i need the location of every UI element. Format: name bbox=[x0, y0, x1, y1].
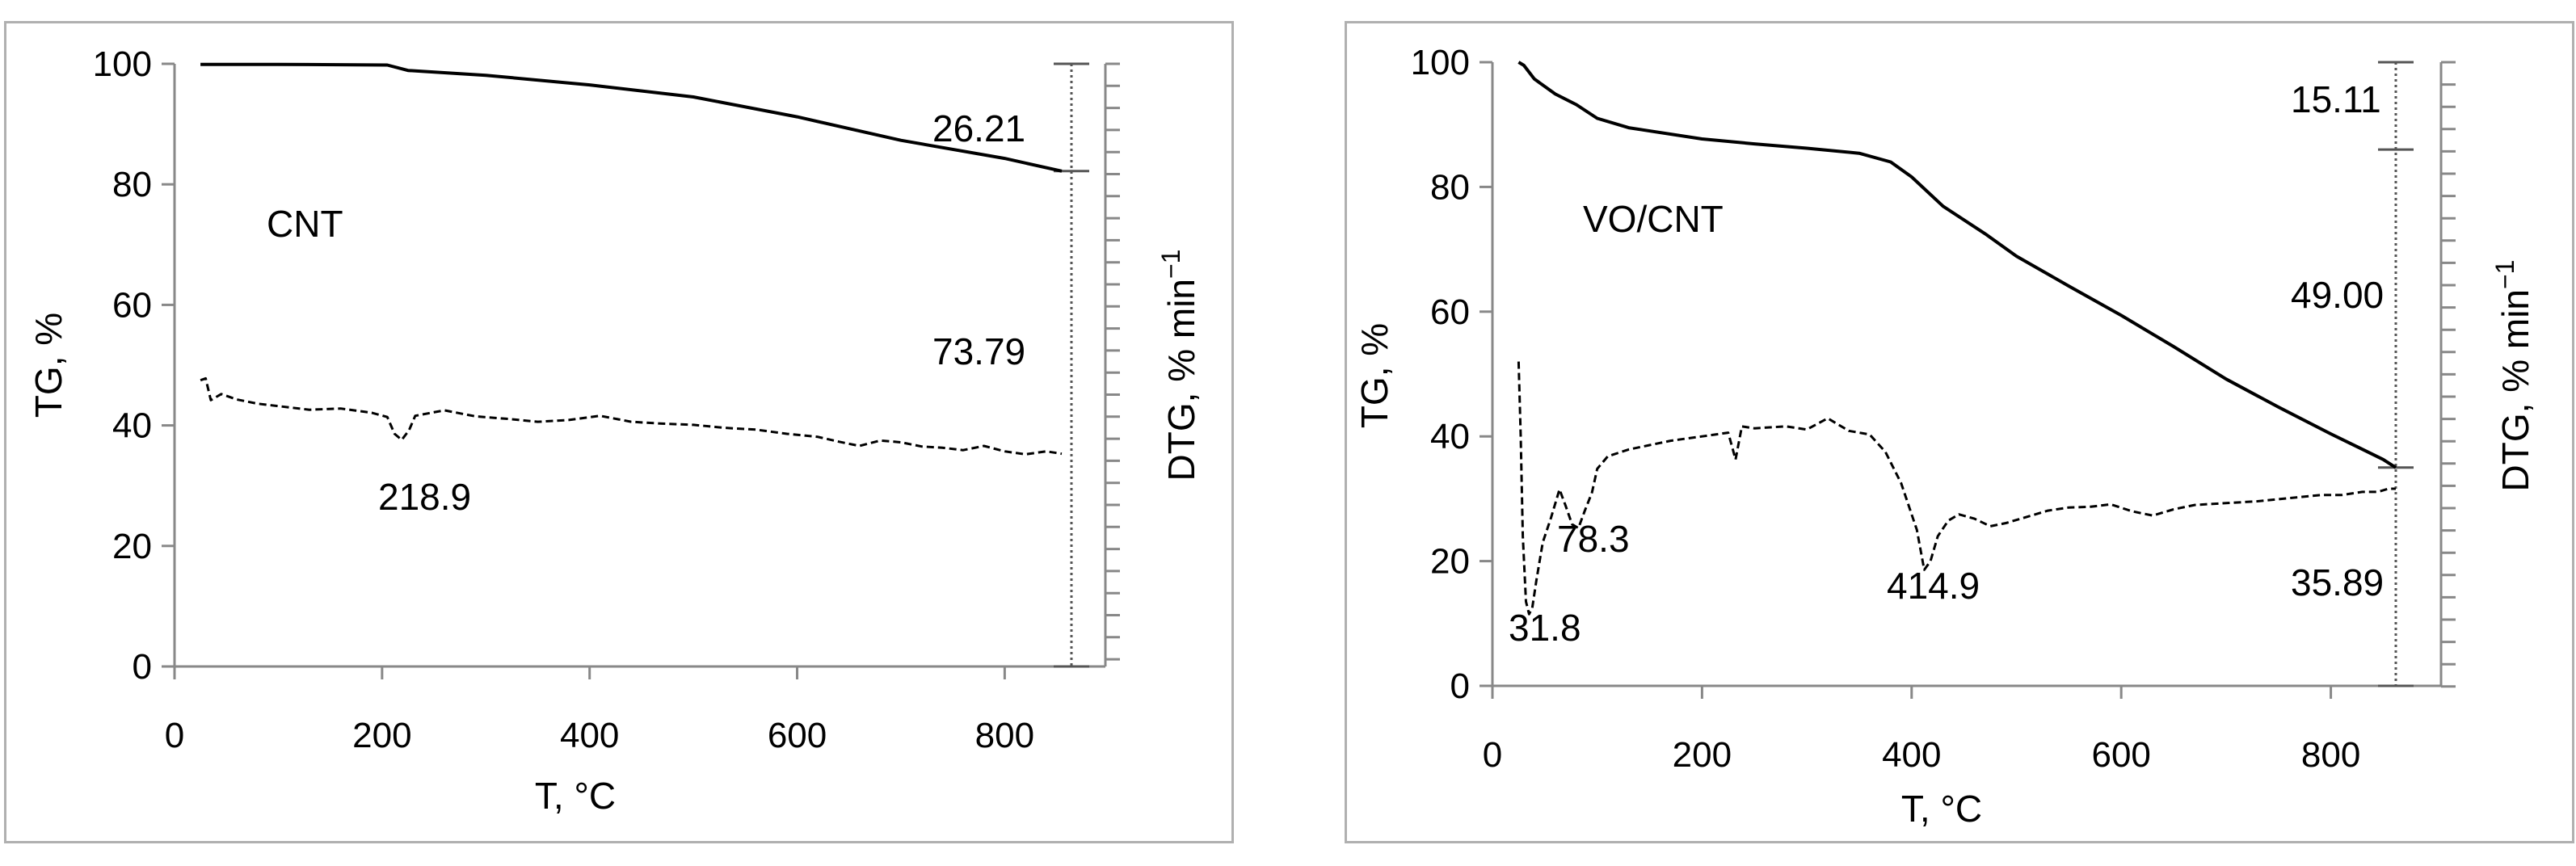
y-tick-label: 0 bbox=[1450, 666, 1470, 706]
y2-axis-label-exponent: −1 bbox=[2490, 260, 2519, 289]
annotation-414-9: 414.9 bbox=[1887, 565, 1980, 607]
y2-ticks bbox=[2441, 61, 2456, 688]
cnt-chart-panel: 0 20 40 60 80 100 0 200 400 600 800 CNT 26.21 73.… bbox=[4, 21, 1234, 843]
x-tick-label: 400 bbox=[560, 716, 619, 755]
y-tick-label: 40 bbox=[1430, 417, 1470, 456]
y-tick-label: 100 bbox=[1411, 43, 1470, 82]
annotation-218-9: 218.9 bbox=[378, 476, 471, 518]
vo-cnt-chart-panel: 0 20 40 60 80 100 0 200 400 600 800 VO/CNT 15.11 … bbox=[1345, 21, 2574, 843]
y-ticks: 0 20 40 60 80 100 bbox=[1411, 43, 1492, 706]
x-axis-label: T, °C bbox=[535, 775, 616, 817]
y-ticks: 0 20 40 60 80 100 bbox=[93, 44, 175, 687]
y-tick-label: 20 bbox=[1430, 542, 1470, 582]
y-axis-label: TG, % bbox=[1353, 323, 1395, 428]
x-tick-label: 200 bbox=[352, 716, 411, 755]
annotation-26-21: 26.21 bbox=[932, 107, 1025, 149]
y2-axis-label-exponent: −1 bbox=[1156, 250, 1185, 279]
sample-label: CNT bbox=[267, 203, 343, 245]
x-tick-label: 600 bbox=[2091, 735, 2150, 775]
annotation-31-8: 31.8 bbox=[1509, 607, 1581, 649]
x-tick-label: 600 bbox=[768, 716, 827, 755]
series-group bbox=[1517, 61, 2397, 616]
cnt-chart: 0 20 40 60 80 100 0 200 400 600 800 CNT 26.21 73.… bbox=[27, 44, 1202, 817]
x-tick-label: 0 bbox=[165, 716, 184, 755]
y-tick-label: 100 bbox=[93, 44, 152, 84]
dtg-curve bbox=[1517, 361, 2396, 616]
plot-frame bbox=[173, 64, 1107, 668]
annotation-15-11: 15.11 bbox=[2291, 78, 2381, 120]
tg-curve bbox=[200, 62, 1063, 173]
y-tick-label: 60 bbox=[112, 285, 152, 325]
y2-ticks bbox=[1105, 62, 1120, 661]
mass-loss-bracket bbox=[1054, 62, 1089, 668]
annotation-78-3: 78.3 bbox=[1557, 518, 1630, 560]
x-tick-label: 200 bbox=[1673, 735, 1732, 775]
y2-axis-label-main: DTG, % min bbox=[1160, 279, 1202, 481]
annotation-49-00: 49.00 bbox=[2291, 274, 2384, 316]
y2-axis-label: DTG, % min−1 bbox=[2490, 260, 2536, 492]
x-tick-label: 400 bbox=[1882, 735, 1941, 775]
y-tick-label: 40 bbox=[112, 406, 152, 446]
y-axis-label: TG, % bbox=[27, 313, 69, 418]
mass-loss-bracket bbox=[2378, 61, 2414, 687]
y-tick-label: 20 bbox=[112, 527, 152, 566]
y2-axis-label: DTG, % min−1 bbox=[1156, 250, 1202, 481]
x-axis-label: T, °C bbox=[1901, 788, 1982, 830]
x-ticks: 0 200 400 600 800 bbox=[1483, 686, 2360, 775]
x-tick-label: 800 bbox=[2301, 735, 2360, 775]
x-tick-label: 0 bbox=[1483, 735, 1502, 775]
y-tick-label: 60 bbox=[1430, 292, 1470, 332]
x-tick-label: 800 bbox=[975, 716, 1034, 755]
y-tick-label: 0 bbox=[133, 647, 152, 687]
tg-curve bbox=[1517, 61, 2397, 469]
series-group bbox=[200, 62, 1063, 456]
y-tick-label: 80 bbox=[112, 165, 152, 204]
x-ticks: 0 200 400 600 800 bbox=[165, 666, 1034, 755]
y2-axis-label-main: DTG, % min bbox=[2494, 289, 2536, 491]
y-tick-label: 80 bbox=[1430, 167, 1470, 207]
dtg-curve bbox=[200, 376, 1063, 456]
annotation-73-79: 73.79 bbox=[932, 330, 1025, 372]
sample-label: VO/CNT bbox=[1583, 198, 1724, 240]
annotation-35-89: 35.89 bbox=[2291, 561, 2384, 603]
